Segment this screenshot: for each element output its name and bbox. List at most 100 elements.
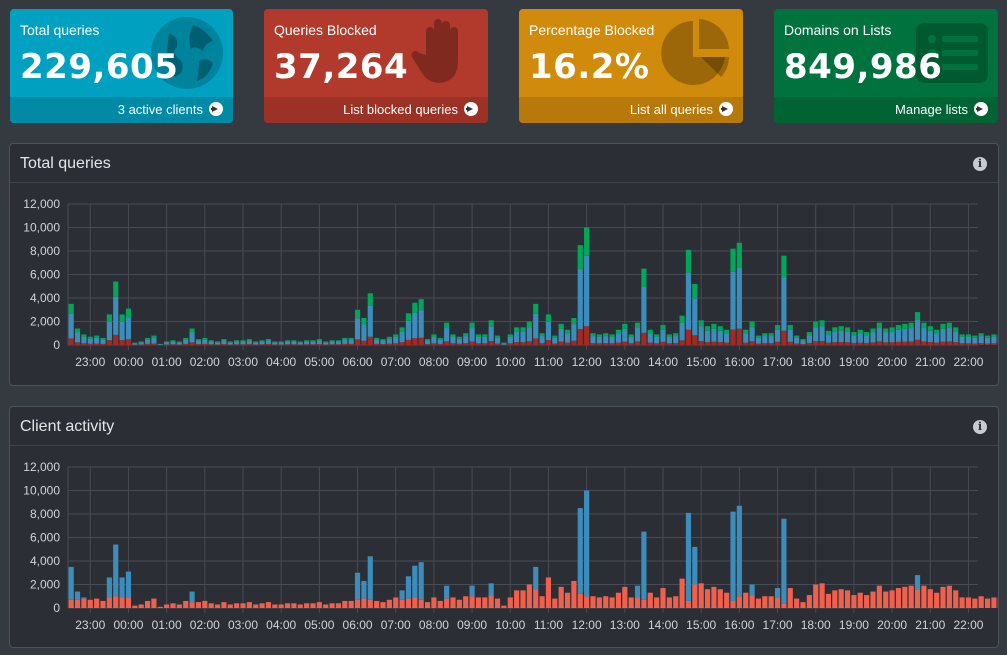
bar-client2 xyxy=(367,599,373,608)
y-tick-label: 4,000 xyxy=(30,554,60,568)
bar-blocked xyxy=(304,344,310,345)
bar-cached xyxy=(132,343,138,345)
bar-permitted xyxy=(781,255,787,278)
bar-client2 xyxy=(259,603,265,608)
bar-client2 xyxy=(717,589,723,608)
bar-blocked xyxy=(329,344,335,345)
x-tick-label: 20:00 xyxy=(877,618,907,632)
bar-blocked xyxy=(991,343,997,345)
bar-client2 xyxy=(208,603,214,608)
bar-client2 xyxy=(749,595,755,608)
bar-cached xyxy=(488,326,494,342)
bar-permitted xyxy=(704,326,711,331)
bar-blocked xyxy=(641,332,647,345)
x-tick-label: 09:00 xyxy=(457,355,487,369)
bar-cached xyxy=(176,342,182,345)
x-tick-label: 10:00 xyxy=(495,618,525,632)
bar-blocked xyxy=(253,344,259,345)
bar-client2 xyxy=(533,589,539,608)
bar-permitted xyxy=(393,334,399,337)
bar-client2 xyxy=(361,598,367,608)
y-tick-label: 12,000 xyxy=(23,460,60,474)
bar-blocked xyxy=(902,341,908,345)
bar-permitted xyxy=(310,340,316,342)
bar-cached xyxy=(908,328,914,342)
bar-cached xyxy=(539,336,545,344)
bar-cached xyxy=(660,329,666,342)
bar-permitted xyxy=(730,248,736,272)
bar-permitted xyxy=(456,336,462,339)
bar-client2 xyxy=(183,600,189,608)
bar-client1 xyxy=(113,544,119,597)
bar-client2 xyxy=(876,585,882,608)
bar-permitted xyxy=(596,334,602,337)
bar-permitted xyxy=(284,340,291,342)
bar-blocked xyxy=(386,343,392,345)
bar-cached xyxy=(367,305,373,337)
bar-blocked xyxy=(940,341,946,345)
arrow-circle-right-icon xyxy=(464,102,478,116)
bar-client2 xyxy=(590,596,596,608)
x-tick-label: 23:00 xyxy=(75,618,105,632)
bar-cached xyxy=(418,310,424,338)
info-icon[interactable]: i xyxy=(973,157,987,171)
bar-client2 xyxy=(724,592,730,608)
bar-permitted xyxy=(195,339,202,341)
bar-permitted xyxy=(361,317,367,325)
bar-permitted xyxy=(138,341,144,343)
bar-blocked xyxy=(654,343,660,345)
bar-blocked xyxy=(844,342,851,345)
bar-permitted xyxy=(100,337,106,340)
bar-permitted xyxy=(927,326,933,331)
bar-permitted xyxy=(520,327,526,332)
bar-blocked xyxy=(743,342,749,345)
x-tick-label: 22:00 xyxy=(953,618,983,632)
bar-client1 xyxy=(774,588,781,598)
bar-client2 xyxy=(386,599,392,608)
bar-blocked xyxy=(622,341,628,345)
bar-cached xyxy=(934,333,940,343)
list-blocked-queries-link[interactable]: List blocked queries xyxy=(264,97,488,123)
bar-cached xyxy=(704,330,711,342)
bar-blocked xyxy=(819,341,825,345)
bar-blocked xyxy=(234,344,240,345)
bar-client1 xyxy=(533,566,539,590)
bar-client2 xyxy=(889,590,895,608)
bar-permitted xyxy=(106,314,112,322)
total-queries-chart: 0 2,000 4,000 6,000 8,000 10,000 12,000 23:00 00… xyxy=(23,197,998,369)
x-tick-label: 05:00 xyxy=(304,355,334,369)
bar-blocked xyxy=(335,344,342,345)
bar-cached xyxy=(329,341,335,345)
bar-cached xyxy=(272,342,278,345)
manage-lists-link[interactable]: Manage lists xyxy=(774,97,998,123)
bar-client2 xyxy=(806,595,812,608)
bar-permitted xyxy=(444,322,450,329)
bar-permitted xyxy=(902,323,908,329)
bar-cached xyxy=(832,331,838,343)
list-all-queries-link[interactable]: List all queries xyxy=(519,97,743,123)
bar-client2 xyxy=(628,597,634,608)
bar-permitted xyxy=(482,334,488,337)
bar-permitted xyxy=(711,323,717,329)
info-icon[interactable]: i xyxy=(973,420,987,434)
bar-cached xyxy=(469,328,475,342)
bar-client2 xyxy=(450,597,456,608)
bar-cached xyxy=(361,324,367,341)
bar-blocked xyxy=(81,343,87,345)
bar-client2 xyxy=(164,604,170,608)
bar-client2 xyxy=(609,597,615,608)
bar-permitted xyxy=(507,334,513,337)
bar-permitted xyxy=(240,340,246,342)
bar-cached xyxy=(399,331,405,343)
bar-permitted xyxy=(794,335,800,338)
bar-blocked xyxy=(813,341,819,345)
bar-cached xyxy=(501,343,507,345)
bar-blocked xyxy=(717,341,723,345)
bar-client2 xyxy=(214,604,221,608)
active-clients-link[interactable]: 3 active clients xyxy=(10,97,233,123)
bar-cached xyxy=(558,328,564,342)
bar-blocked xyxy=(405,339,412,345)
bar-permitted xyxy=(717,326,723,331)
bar-client2 xyxy=(545,577,552,608)
bar-blocked xyxy=(488,341,494,345)
